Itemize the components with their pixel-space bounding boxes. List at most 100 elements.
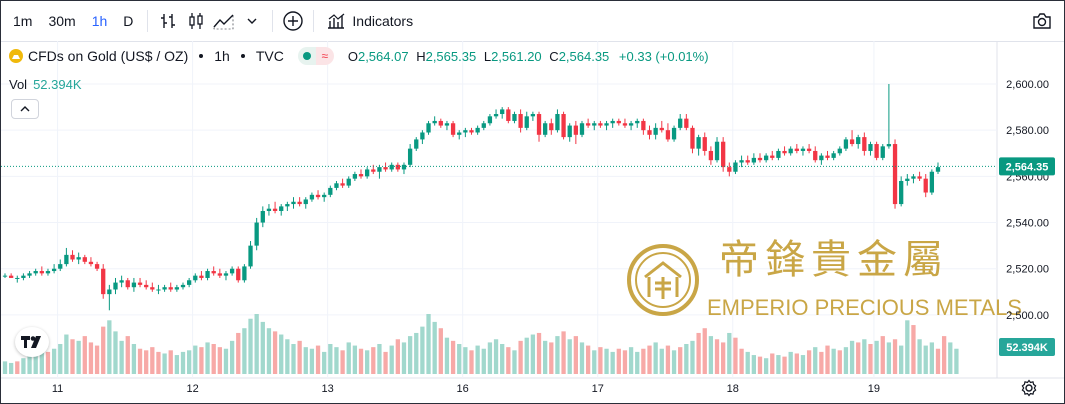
market-status-pill[interactable]: ≈ <box>297 47 334 65</box>
settings-gear-icon[interactable] <box>1020 379 1038 397</box>
candle-body <box>420 132 425 140</box>
volume-bar <box>39 345 44 374</box>
volume-bar <box>653 342 658 374</box>
candle-body <box>500 109 505 115</box>
candle-body <box>162 287 167 290</box>
camera-icon[interactable] <box>1030 9 1054 33</box>
volume-bar <box>929 342 935 374</box>
last-price-label: 2,564.35 <box>1006 161 1049 173</box>
volume-bar <box>561 331 566 374</box>
volume-bar <box>843 347 849 374</box>
volume-bar <box>935 348 941 374</box>
tradingview-logo[interactable] <box>15 327 49 357</box>
candle-body <box>892 144 898 205</box>
volume-bar <box>248 318 253 374</box>
candle-body <box>757 157 763 161</box>
candle-body <box>837 148 842 154</box>
volume-bar <box>426 314 431 374</box>
candle-body <box>346 178 351 186</box>
volume-bar <box>690 340 695 374</box>
candle-body <box>156 289 161 291</box>
close-label: C <box>549 48 559 64</box>
price-axis[interactable]: 2,600.002,580.002,560.002,540.002,520.00… <box>1006 79 1049 322</box>
volume-bar <box>837 350 842 374</box>
volume-bar <box>671 350 677 374</box>
candle-body <box>819 155 824 161</box>
time-tick-label: 18 <box>727 383 739 395</box>
volume-bar <box>469 350 474 374</box>
candle-body <box>113 282 118 290</box>
candle-body <box>763 155 769 161</box>
open-label: O <box>347 48 358 64</box>
volume-bar <box>702 328 707 374</box>
volume-bar <box>948 342 953 374</box>
candle-body <box>475 127 480 133</box>
candle-body <box>119 280 124 283</box>
indicators-button[interactable]: Indicators <box>320 12 419 30</box>
volume-bar <box>107 320 112 374</box>
volume-bar <box>168 350 173 374</box>
symbol-interval: 1h <box>214 48 230 64</box>
volume-bar <box>260 321 265 374</box>
chevron-up-icon <box>20 106 30 112</box>
candle-body <box>352 174 358 179</box>
volume-bar <box>285 339 290 374</box>
candle-body <box>567 125 572 138</box>
candles-style-icon[interactable] <box>182 7 210 35</box>
candle-body <box>64 254 69 265</box>
compare-plus-icon[interactable] <box>279 7 307 35</box>
volume-bar <box>757 356 763 374</box>
timeframe-d[interactable]: D <box>123 13 134 29</box>
timeframe-1h[interactable]: 1h <box>91 13 108 29</box>
chart-type-chevron-down-icon[interactable] <box>238 7 266 35</box>
volume-bar <box>279 334 284 374</box>
volume-bar <box>819 351 824 374</box>
low-value: 2,561.20 <box>491 48 542 64</box>
volume-bar <box>665 345 671 374</box>
volume-bar <box>659 348 664 374</box>
candle-body <box>770 155 775 158</box>
time-axis[interactable]: 11 12 13 16 17 18 19 <box>52 383 880 395</box>
volume-bar <box>714 339 720 374</box>
candle-body <box>254 222 259 246</box>
candle-body <box>561 114 566 138</box>
volume-bar <box>414 332 419 374</box>
volume-bar <box>899 345 904 374</box>
volume-bar <box>849 340 855 374</box>
volume-bar <box>776 355 781 374</box>
brand-watermark: 帝鋒貴金屬 EMPERIO PRECIOUS METALS <box>627 237 1022 320</box>
last-price-badge: 2,564.35 <box>999 157 1055 176</box>
candle-body <box>653 127 658 135</box>
collapse-legend-button[interactable] <box>11 99 39 119</box>
candle-body <box>33 271 38 274</box>
volume-series <box>2 314 959 374</box>
candle-body <box>843 139 849 149</box>
candle-body <box>266 208 272 211</box>
candle-body <box>365 169 370 177</box>
volume-bar <box>905 320 910 374</box>
volume-bar <box>751 355 757 374</box>
volume-bar <box>721 342 726 374</box>
volume-bar <box>635 351 640 374</box>
timeframe-30m[interactable]: 30m <box>48 13 76 29</box>
price-chart[interactable]: 帝鋒貴金屬 EMPERIO PRECIOUS METALS 2,600.00 2,… <box>1 41 1064 403</box>
candle-body <box>389 164 394 170</box>
volume-value-label: 52.394K <box>1006 342 1048 354</box>
volume-bar <box>886 342 892 374</box>
market-open-dot-icon <box>297 47 316 65</box>
volume-bar <box>70 339 75 374</box>
timeframe-1m[interactable]: 1m <box>13 13 33 29</box>
candle-body <box>211 271 216 274</box>
area-style-icon[interactable] <box>210 7 238 35</box>
volume-bar <box>217 347 222 374</box>
symbol-info[interactable]: CFDs on Gold (US$ / OZ) 1h TVC <box>9 48 284 64</box>
candle-body <box>309 194 315 200</box>
candle-body <box>297 201 302 205</box>
brand-logo-mark <box>644 261 682 299</box>
volume-bar <box>27 355 32 374</box>
volume-bar <box>236 332 241 374</box>
bars-style-icon[interactable] <box>154 7 182 35</box>
time-tick-label: 17 <box>592 383 604 395</box>
candle-body <box>555 114 560 131</box>
candle-body <box>782 150 787 154</box>
